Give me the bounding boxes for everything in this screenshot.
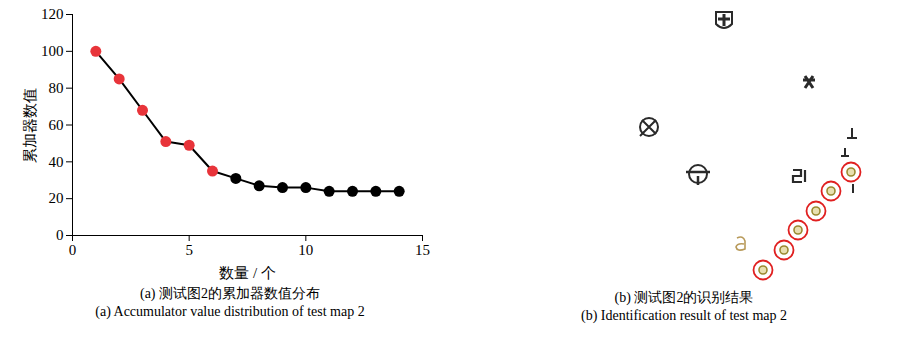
html-text:(a) 测试图2的累加器数值分布: (a) 测试图2的累加器数值分布 bbox=[140, 286, 320, 301]
html-text:(b) 测试图2的识别结果: (b) 测试图2的识别结果 bbox=[614, 290, 754, 305]
svg-text:60: 60 bbox=[49, 117, 64, 133]
svg-text:0: 0 bbox=[69, 242, 77, 258]
html-text:(b) Identification result of t: (b) Identification result of test map 2 bbox=[581, 308, 787, 323]
svg-text:20: 20 bbox=[49, 190, 64, 206]
svg-text:5: 5 bbox=[185, 242, 193, 258]
svg-text:10: 10 bbox=[298, 242, 313, 258]
svg-text:数量 / 个: 数量 / 个 bbox=[219, 265, 276, 281]
svg-text:120: 120 bbox=[41, 6, 64, 22]
svg-text:0: 0 bbox=[56, 227, 64, 243]
html-text:(a) Accumulator value distribu: (a) Accumulator value distribution of te… bbox=[95, 304, 365, 319]
svg-text:累加器数值: 累加器数值 bbox=[22, 88, 38, 163]
svg-text:100: 100 bbox=[41, 43, 64, 59]
svg-text:40: 40 bbox=[49, 154, 64, 170]
svg-text:80: 80 bbox=[49, 80, 64, 96]
svg-text:15: 15 bbox=[415, 242, 430, 258]
